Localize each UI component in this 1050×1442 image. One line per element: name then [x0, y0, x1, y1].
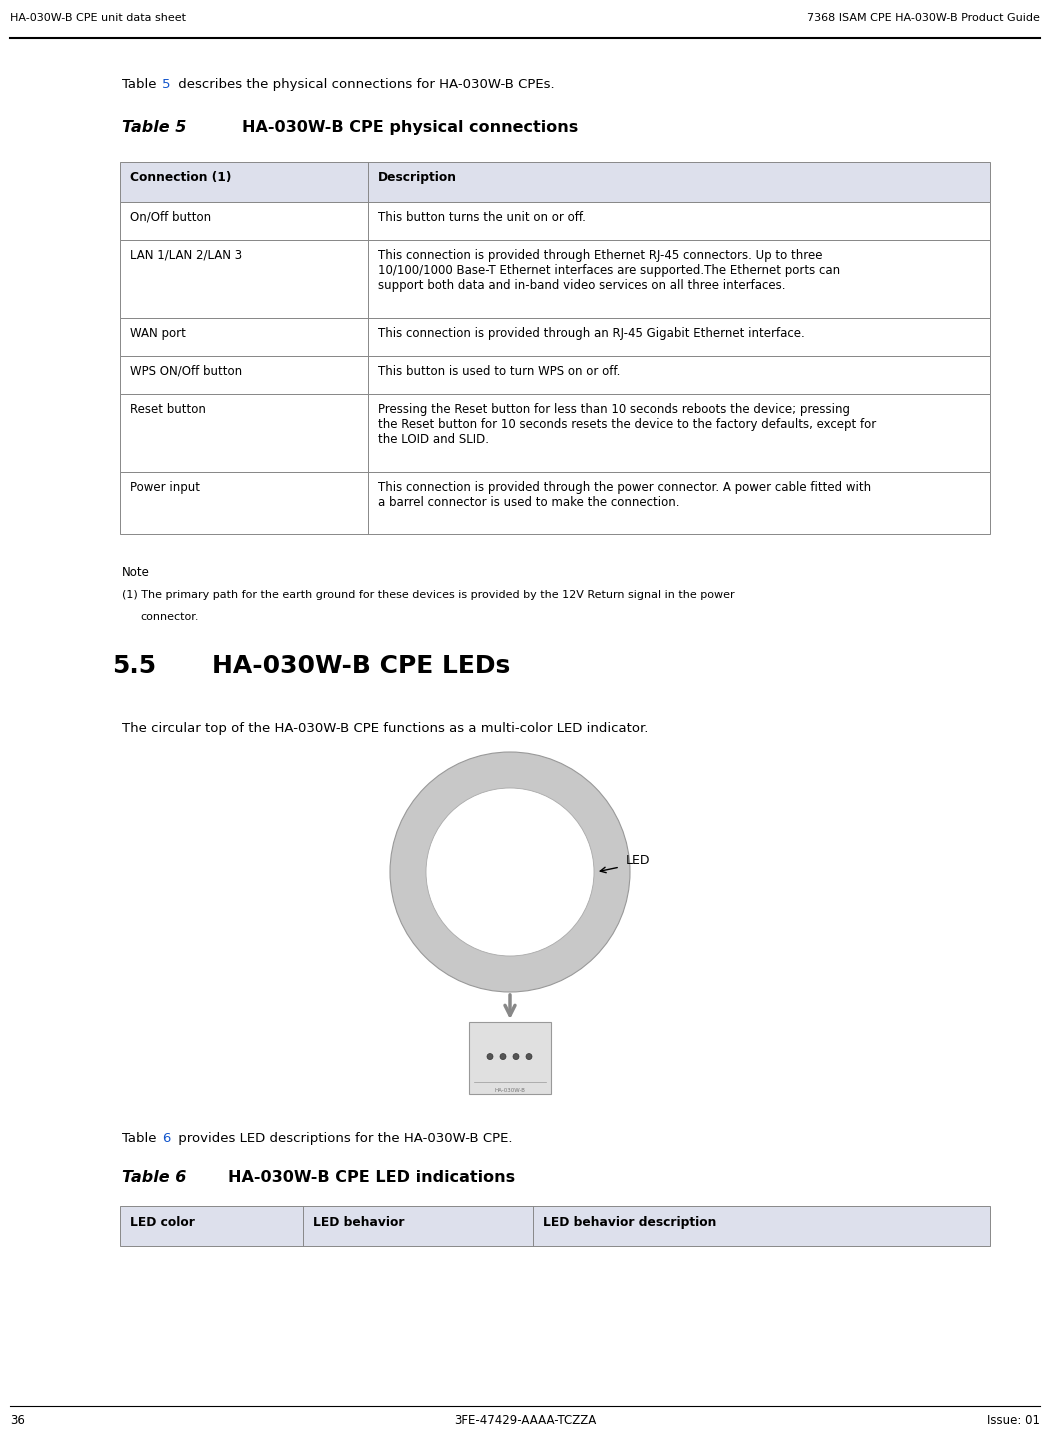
Text: HA-030W-B CPE LED indications: HA-030W-B CPE LED indications	[228, 1169, 516, 1185]
Text: 7368 ISAM CPE HA-030W-B Product Guide: 7368 ISAM CPE HA-030W-B Product Guide	[807, 13, 1040, 23]
Text: 5: 5	[162, 78, 170, 91]
Text: Pressing the Reset button for less than 10 seconds reboots the device; pressing
: Pressing the Reset button for less than …	[378, 402, 876, 446]
Text: This connection is provided through Ethernet RJ-45 connectors. Up to three
10/10: This connection is provided through Ethe…	[378, 249, 840, 291]
Text: This button is used to turn WPS on or off.: This button is used to turn WPS on or of…	[378, 365, 621, 378]
Text: HA-030W-B CPE LEDs: HA-030W-B CPE LEDs	[212, 655, 510, 678]
Text: Table 6: Table 6	[122, 1169, 187, 1185]
Text: This connection is provided through an RJ-45 Gigabit Ethernet interface.: This connection is provided through an R…	[378, 327, 804, 340]
Text: Table 5: Table 5	[122, 120, 187, 136]
Text: Issue: 01: Issue: 01	[987, 1415, 1040, 1428]
Text: Table: Table	[122, 78, 161, 91]
Bar	[469, 1022, 551, 1094]
Bar	[120, 356, 990, 394]
Circle shape	[500, 1054, 506, 1060]
Text: This connection is provided through the power connector. A power cable fitted wi: This connection is provided through the …	[378, 482, 872, 509]
Bar	[120, 202, 990, 239]
Circle shape	[513, 1054, 519, 1060]
Text: LED behavior: LED behavior	[313, 1216, 404, 1229]
Circle shape	[526, 1054, 532, 1060]
Circle shape	[426, 787, 594, 956]
Text: This button turns the unit on or off.: This button turns the unit on or off.	[378, 211, 586, 224]
Text: WAN port: WAN port	[130, 327, 186, 340]
Text: Description: Description	[378, 172, 457, 185]
Text: connector.: connector.	[140, 611, 198, 622]
Text: HA-030W-B CPE unit data sheet: HA-030W-B CPE unit data sheet	[10, 13, 186, 23]
Text: Power input: Power input	[130, 482, 200, 495]
Text: 36: 36	[10, 1415, 25, 1428]
Text: LED behavior description: LED behavior description	[543, 1216, 716, 1229]
Bar	[120, 1206, 990, 1246]
Text: 5.5: 5.5	[112, 655, 156, 678]
Circle shape	[390, 751, 630, 992]
Bar	[120, 472, 990, 534]
Text: The circular top of the HA-030W-B CPE functions as a multi-color LED indicator.: The circular top of the HA-030W-B CPE fu…	[122, 722, 649, 735]
Text: On/Off button: On/Off button	[130, 211, 211, 224]
Text: describes the physical connections for HA-030W-B CPEs.: describes the physical connections for H…	[174, 78, 554, 91]
Text: LED: LED	[626, 855, 651, 868]
Text: LED color: LED color	[130, 1216, 195, 1229]
Text: 6: 6	[162, 1132, 170, 1145]
Text: Table: Table	[122, 1132, 161, 1145]
Bar	[120, 162, 990, 202]
Text: provides LED descriptions for the HA-030W-B CPE.: provides LED descriptions for the HA-030…	[174, 1132, 512, 1145]
Text: Connection (1): Connection (1)	[130, 172, 231, 185]
Text: LAN 1/LAN 2/LAN 3: LAN 1/LAN 2/LAN 3	[130, 249, 243, 262]
Bar	[120, 239, 990, 319]
Text: HA-030W-B CPE physical connections: HA-030W-B CPE physical connections	[242, 120, 579, 136]
Text: HA-030W-B: HA-030W-B	[495, 1089, 525, 1093]
Text: WPS ON/Off button: WPS ON/Off button	[130, 365, 243, 378]
Bar	[120, 394, 990, 472]
Text: Reset button: Reset button	[130, 402, 206, 415]
Text: Note: Note	[122, 567, 150, 580]
Circle shape	[487, 1054, 494, 1060]
Bar	[120, 319, 990, 356]
Text: (1) The primary path for the earth ground for these devices is provided by the 1: (1) The primary path for the earth groun…	[122, 590, 735, 600]
Text: 3FE-47429-AAAA-TCZZA: 3FE-47429-AAAA-TCZZA	[454, 1415, 596, 1428]
